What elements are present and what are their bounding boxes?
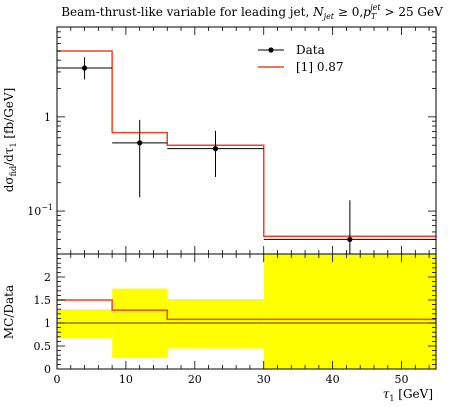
x-axis-label: τ1 [GeV] xyxy=(383,387,433,403)
data-point xyxy=(137,140,143,146)
data-point xyxy=(212,146,219,152)
uncertainty-band-bin xyxy=(263,254,436,369)
ratio-frame xyxy=(56,253,437,370)
x-tick-label: 50 xyxy=(395,373,409,386)
mc-histogram-line xyxy=(57,50,436,238)
chart-title: Beam-thrust-like variable for leading je… xyxy=(61,3,443,21)
ratio-y-tick-label: 0 xyxy=(44,363,51,376)
x-tick-label: 30 xyxy=(257,373,271,386)
ratio-plot-area: 0 10 20 30 40 50 0 0.5 1 1.5 2 xyxy=(34,253,437,386)
data-point xyxy=(347,236,353,243)
legend-mc-label: [1] 0.87 xyxy=(296,60,344,74)
ratio-y-tick-label: 1.5 xyxy=(34,294,52,307)
ratio-y-tick-label: 0.5 xyxy=(34,340,52,353)
x-tick-label: 0 xyxy=(54,373,61,386)
x-tick-label: 10 xyxy=(119,373,133,386)
data-point xyxy=(81,65,88,71)
y-axis-label: dσfid/dτ1 [fb/GeV] xyxy=(2,88,18,193)
uncertainty-band-bin xyxy=(57,309,113,339)
ratio-y-tick-label: 1 xyxy=(44,317,51,330)
uncertainty-band-bin xyxy=(167,299,264,349)
x-tick-label: 20 xyxy=(188,373,202,386)
y-tick-label: 10−1 xyxy=(27,203,53,218)
legend: Data [1] 0.87 xyxy=(258,43,344,74)
legend-data-label: Data xyxy=(296,43,325,57)
legend-data-marker xyxy=(268,47,274,53)
ratio-mc-line xyxy=(57,299,436,321)
main-plot-area: 1 10−1 xyxy=(27,26,437,255)
ratio-y-tick-label: 2 xyxy=(44,271,51,284)
main-frame xyxy=(56,26,437,255)
y-tick-label: 1 xyxy=(44,111,51,124)
ratio-y-axis-label: MC/Data xyxy=(2,285,16,339)
x-tick-label: 40 xyxy=(326,373,340,386)
